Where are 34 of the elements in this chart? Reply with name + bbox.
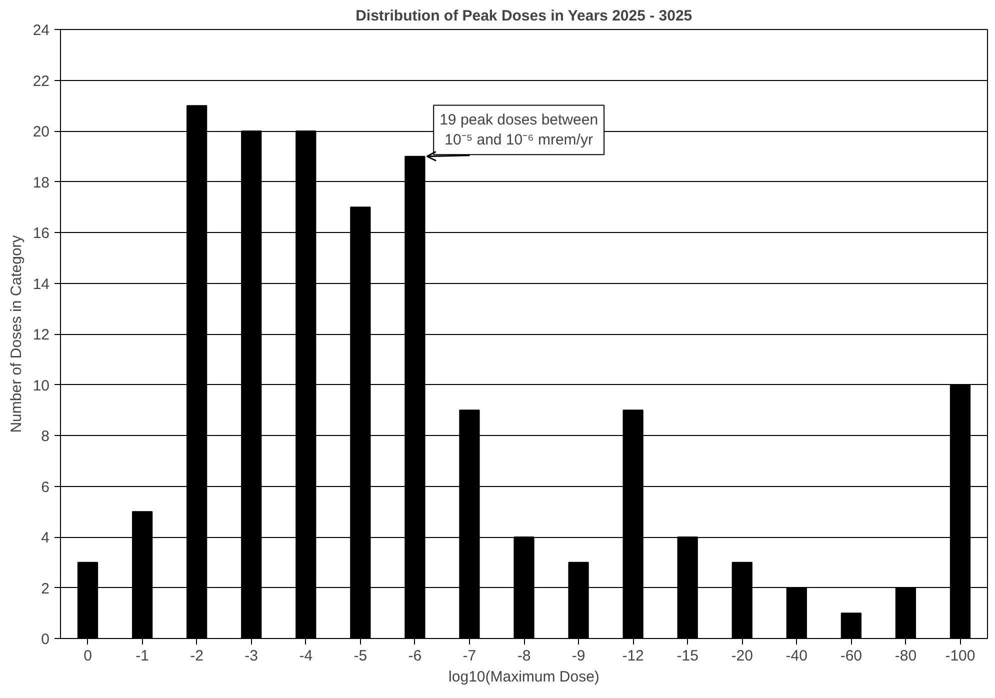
x-tick-label: -5	[354, 648, 368, 664]
x-tick-label: -8	[517, 648, 531, 664]
x-axis-title: log10(Maximum Dose)	[448, 668, 600, 686]
y-tick-label: 12	[32, 326, 50, 344]
y-tick-label: 2	[41, 580, 50, 598]
x-tick-label: -6	[408, 648, 422, 664]
y-tick-label: 14	[32, 276, 50, 293]
y-tick-label: 10	[32, 377, 50, 394]
y-tick-label: 6	[41, 478, 50, 496]
y-tick-label: 0	[41, 631, 50, 648]
x-tick-label: -9	[572, 648, 586, 664]
y-tick-label: 4	[41, 530, 50, 546]
x-tick-label: -20	[731, 648, 753, 664]
y-tick-label: 20	[32, 124, 50, 140]
x-tick-label: -12	[622, 648, 644, 664]
x-tick-label: -4	[299, 648, 313, 664]
y-axis-title: Number of Doses in Category	[8, 234, 25, 433]
x-tick-label: 0	[84, 648, 92, 664]
x-tick-label: -40	[786, 648, 808, 664]
x-tick-label: -80	[894, 648, 917, 664]
x-tick-label: -3	[244, 648, 258, 664]
chart-title: Distribution of Peak Doses in Years 2025 - 3025	[356, 8, 692, 24]
y-tick-label: 16	[32, 225, 50, 242]
y-tick-label: 22	[32, 72, 50, 90]
x-tick-label: -7	[462, 648, 476, 664]
x-tick-label: -60	[840, 648, 862, 664]
y-tick-label: 8	[41, 428, 50, 445]
annotation: 19 peak doses between 10⁻⁵ and 10⁻⁶ mrem/yr	[440, 111, 598, 149]
x-tick-label: -15	[676, 648, 698, 664]
y-tick-label: 24	[32, 22, 50, 39]
y-tick-label: 18	[32, 174, 50, 192]
x-tick-label: -1	[136, 648, 149, 664]
x-tick-label: -2	[190, 648, 204, 664]
x-tick-label: -100	[945, 648, 976, 664]
